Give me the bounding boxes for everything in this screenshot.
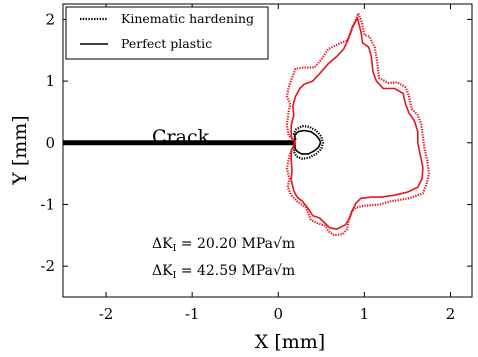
svg-text:ΔKI = 42.59 MPa√m: ΔKI = 42.59 MPa√m xyxy=(152,263,295,281)
legend-label-perfect: Perfect plastic xyxy=(121,36,212,51)
legend-label-kinematic: Kinematic hardening xyxy=(121,11,254,26)
annot-black-subscript: I xyxy=(173,243,177,254)
legend-box xyxy=(65,6,269,60)
contour-kinematic-20-20 xyxy=(292,125,325,160)
x-tick-label: 1 xyxy=(360,305,370,323)
y-tick-label: -1 xyxy=(40,195,55,213)
y-tick-label: 0 xyxy=(45,134,55,152)
annot-red-text: = 42.59 MPa√m xyxy=(176,263,295,279)
x-tick-label: -2 xyxy=(99,305,114,323)
annot-red-prefix: ΔK xyxy=(152,263,173,279)
x-tick-label: 2 xyxy=(446,305,456,323)
x-tick-label: -1 xyxy=(185,305,200,323)
contour-perfect-42-59 xyxy=(290,17,424,230)
contour-kinematic-42-59 xyxy=(285,12,430,237)
x-axis-label: X [mm] xyxy=(255,331,325,353)
annot-black-text: = 20.20 MPa√m xyxy=(176,236,295,252)
annot-red-subscript: I xyxy=(173,270,177,281)
annot-black-prefix: ΔK xyxy=(152,236,173,252)
svg-text:ΔKI = 20.20 MPa√m: ΔKI = 20.20 MPa√m xyxy=(152,236,295,254)
crack-label: Crack xyxy=(152,126,210,148)
y-tick-label: -2 xyxy=(40,257,55,275)
annotation-deltak-red: ΔKI = 42.59 MPa√m xyxy=(152,263,295,281)
y-tick-label: 2 xyxy=(45,10,55,28)
tick-labels: -2 -1 0 1 2 -2 -1 0 1 2 xyxy=(40,10,455,323)
legend: Kinematic hardening Perfect plastic xyxy=(65,6,269,60)
x-tick-label: 0 xyxy=(273,305,283,323)
series-layer xyxy=(63,12,430,237)
annotation-deltak-black: ΔKI = 20.20 MPa√m xyxy=(152,236,295,254)
y-tick-label: 1 xyxy=(45,72,55,90)
contour-perfect-20-20 xyxy=(293,129,322,155)
y-axis-label: Y [mm] xyxy=(9,115,31,185)
